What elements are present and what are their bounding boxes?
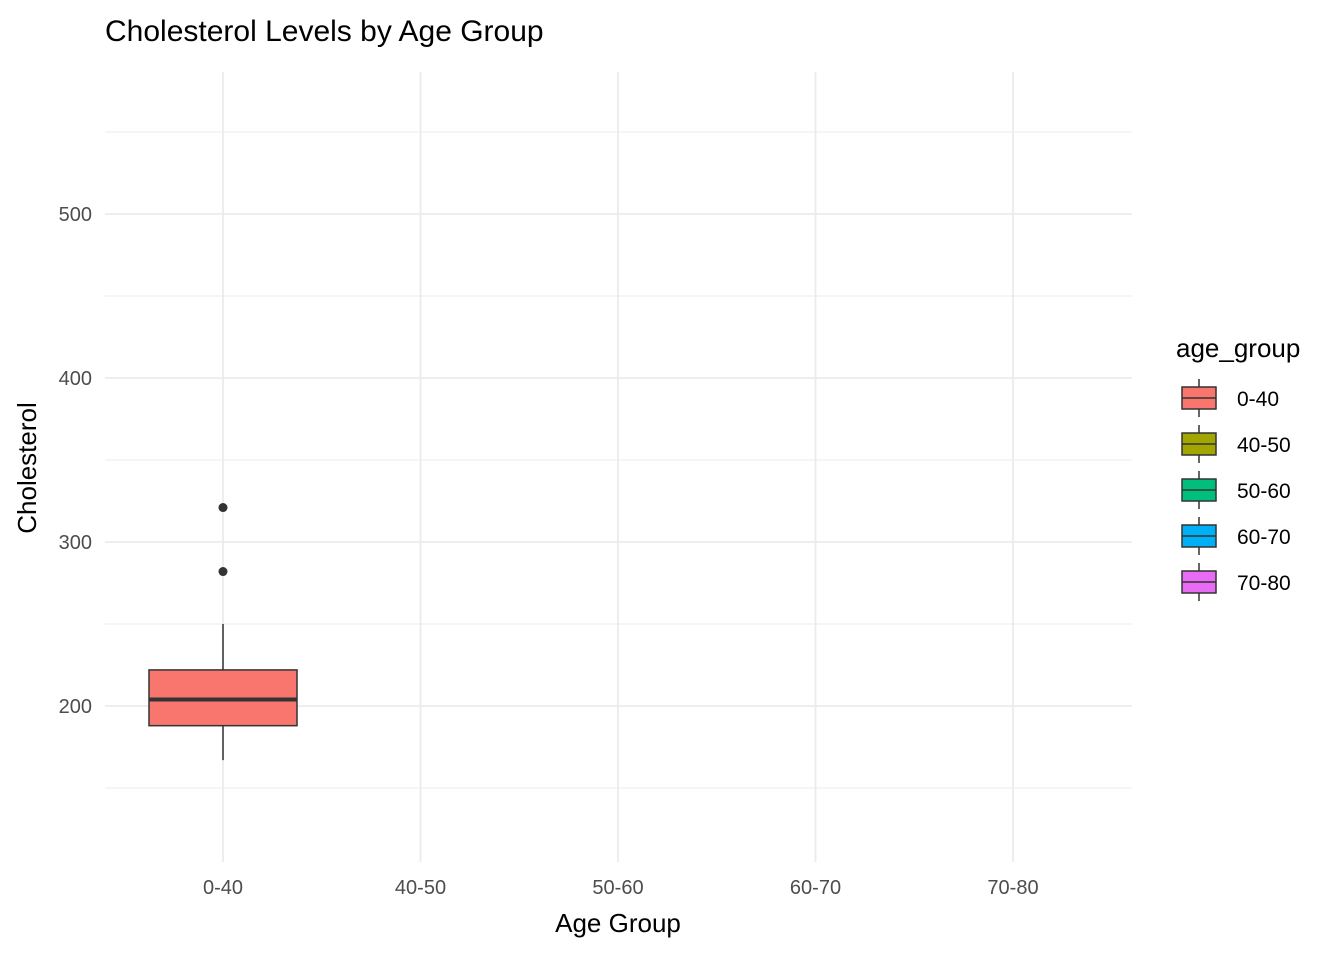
outlier-point [218,567,228,577]
x-tick-label: 40-50 [395,877,446,899]
legend-title: age_group [1176,333,1300,363]
x-tick-label: 50-60 [592,877,643,899]
outlier-point [218,503,228,513]
labels-layer: Cholesterol Levels by Age Group Age Grou… [12,15,1039,938]
y-tick-label: 500 [59,204,92,226]
legend-label: 50-60 [1237,480,1291,503]
legend-label: 0-40 [1237,388,1279,411]
y-axis-title: Cholesterol [12,402,42,534]
marks-layer [148,503,298,761]
x-axis-title: Age Group [555,908,681,938]
x-tick-label: 60-70 [790,877,841,899]
legend-label: 70-80 [1237,572,1291,595]
x-tick-label: 70-80 [987,877,1038,899]
y-tick-label: 300 [59,532,92,554]
y-tick-label: 400 [59,368,92,390]
grid-layer [105,72,1132,862]
y-tick-label: 200 [59,696,92,718]
legend-label: 60-70 [1237,526,1291,549]
chart-title: Cholesterol Levels by Age Group [105,15,544,48]
legend: age_group 0-40 40-50 50-60 60-70 70-80 [1176,333,1300,601]
x-tick-label: 0-40 [203,877,243,899]
legend-label: 40-50 [1237,434,1291,457]
